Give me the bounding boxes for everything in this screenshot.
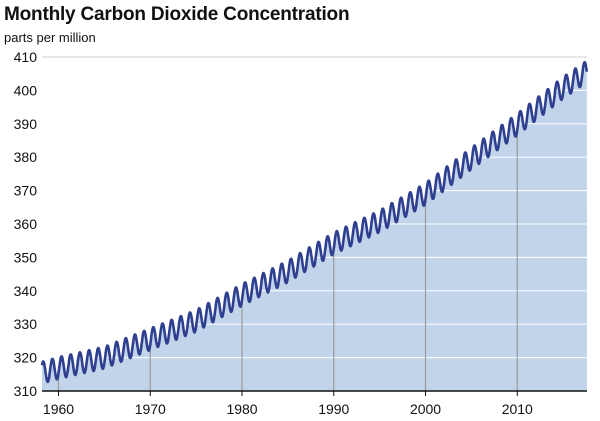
x-tick-label: 1970: [135, 401, 166, 417]
y-tick-label: 390: [14, 116, 38, 132]
y-tick-label: 360: [14, 216, 38, 232]
x-tick-label: 1990: [318, 401, 349, 417]
chart-subtitle: parts per million: [4, 30, 96, 45]
x-tick-label: 1960: [43, 401, 74, 417]
co2-series-line: [40, 61, 589, 384]
y-tick-label: 400: [14, 82, 38, 98]
y-tick-label: 320: [14, 350, 38, 366]
area-fill: [42, 62, 587, 392]
y-tick-label: 410: [14, 49, 38, 65]
y-tick-label: 330: [14, 316, 38, 332]
y-tick-label: 340: [14, 283, 38, 299]
y-tick-label: 370: [14, 183, 38, 199]
x-tick-label: 2010: [502, 401, 533, 417]
y-tick-label: 350: [14, 249, 38, 265]
y-tick-label: 310: [14, 383, 38, 399]
x-tick-label: 1980: [226, 401, 257, 417]
x-tick-label: 2000: [410, 401, 441, 417]
y-tick-label: 380: [14, 149, 38, 165]
chart-title: Monthly Carbon Dioxide Concentration: [4, 4, 350, 25]
